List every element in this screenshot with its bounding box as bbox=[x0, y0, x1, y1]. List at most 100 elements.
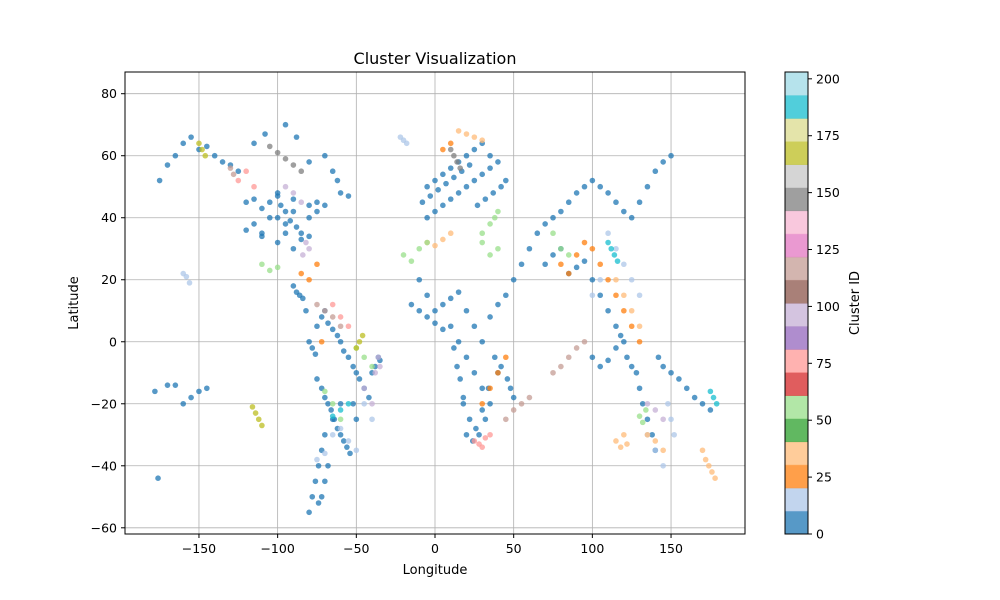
data-point bbox=[644, 183, 651, 190]
data-point bbox=[298, 168, 305, 175]
data-point bbox=[322, 388, 328, 395]
data-point bbox=[345, 400, 352, 407]
colorbar-segment bbox=[785, 510, 808, 535]
colorbar-segment bbox=[785, 372, 808, 396]
data-point bbox=[573, 264, 580, 271]
data-point bbox=[334, 177, 341, 184]
data-point bbox=[249, 404, 256, 410]
data-point bbox=[479, 171, 486, 178]
colorbar-segment bbox=[785, 395, 808, 419]
data-point bbox=[251, 196, 257, 202]
grid-lines bbox=[125, 72, 745, 534]
data-point bbox=[274, 239, 281, 246]
data-point bbox=[274, 149, 281, 156]
data-point bbox=[455, 128, 462, 134]
data-point bbox=[605, 276, 611, 283]
colorbar-segment bbox=[785, 464, 808, 489]
data-point bbox=[573, 345, 580, 351]
data-point bbox=[613, 292, 619, 299]
data-point bbox=[322, 307, 328, 314]
data-point bbox=[712, 475, 718, 481]
data-point bbox=[440, 171, 446, 178]
data-point bbox=[699, 447, 706, 454]
data-point bbox=[471, 134, 478, 140]
data-point bbox=[487, 252, 493, 258]
data-point bbox=[597, 363, 604, 370]
data-point bbox=[290, 208, 297, 215]
data-point bbox=[614, 258, 621, 264]
colorbar-tick-label: 150 bbox=[816, 185, 840, 200]
data-point bbox=[322, 152, 328, 159]
data-point bbox=[397, 134, 404, 140]
y-tick-label: −60 bbox=[91, 520, 117, 535]
cluster-series-25 bbox=[298, 140, 643, 407]
data-point bbox=[471, 438, 478, 444]
data-point bbox=[353, 345, 360, 351]
colorbar-segment bbox=[785, 418, 808, 443]
data-point bbox=[503, 354, 509, 361]
data-point bbox=[290, 190, 297, 196]
data-point bbox=[293, 289, 300, 295]
data-point bbox=[613, 245, 619, 252]
data-point bbox=[251, 183, 257, 190]
cluster-series-0 bbox=[306, 307, 383, 516]
data-point bbox=[314, 261, 320, 268]
data-point bbox=[424, 183, 430, 190]
data-point bbox=[487, 221, 493, 227]
data-point bbox=[322, 450, 328, 457]
data-point bbox=[424, 314, 430, 320]
data-point bbox=[605, 230, 611, 237]
data-point bbox=[455, 289, 462, 295]
data-point bbox=[211, 152, 218, 159]
data-point bbox=[306, 276, 312, 283]
x-tick-label: −100 bbox=[260, 541, 294, 556]
colorbar-label: Cluster ID bbox=[848, 271, 863, 335]
data-point bbox=[621, 292, 627, 299]
data-point bbox=[668, 369, 674, 376]
data-point bbox=[259, 205, 265, 212]
data-point bbox=[490, 190, 497, 196]
data-point bbox=[636, 413, 643, 419]
data-point bbox=[558, 261, 564, 268]
data-point bbox=[503, 416, 509, 423]
data-point bbox=[152, 388, 158, 395]
data-point bbox=[314, 301, 320, 308]
cluster-series-55 bbox=[259, 208, 501, 274]
data-point bbox=[287, 218, 294, 224]
y-tick-label: 80 bbox=[101, 86, 117, 101]
data-point bbox=[581, 338, 588, 345]
data-point bbox=[624, 354, 630, 361]
data-point bbox=[408, 258, 415, 264]
data-point bbox=[550, 252, 556, 258]
colorbar-segment bbox=[785, 487, 808, 512]
data-point bbox=[325, 320, 331, 326]
colorbar-tick-label: 125 bbox=[816, 242, 840, 257]
data-point bbox=[266, 199, 273, 206]
colorbar-tick-label: 50 bbox=[816, 413, 832, 428]
data-point bbox=[463, 354, 470, 361]
data-point bbox=[329, 301, 336, 308]
data-point bbox=[691, 394, 698, 401]
data-point bbox=[303, 239, 309, 246]
data-point bbox=[337, 314, 344, 320]
data-point bbox=[611, 252, 618, 258]
data-point bbox=[432, 242, 438, 249]
data-point bbox=[315, 462, 322, 469]
data-point bbox=[565, 270, 572, 277]
data-point bbox=[424, 214, 430, 221]
data-point bbox=[482, 416, 489, 423]
data-point bbox=[361, 385, 367, 392]
data-point bbox=[186, 280, 193, 286]
data-point bbox=[340, 348, 347, 354]
data-point bbox=[369, 416, 375, 423]
data-point bbox=[636, 323, 643, 330]
data-point bbox=[518, 261, 525, 268]
data-point bbox=[463, 183, 470, 190]
data-point bbox=[649, 431, 655, 438]
data-point bbox=[353, 447, 360, 454]
data-point bbox=[251, 221, 257, 227]
data-point bbox=[639, 419, 646, 426]
colorbar-segment bbox=[785, 164, 808, 188]
data-point bbox=[655, 354, 662, 361]
data-point bbox=[300, 252, 306, 258]
